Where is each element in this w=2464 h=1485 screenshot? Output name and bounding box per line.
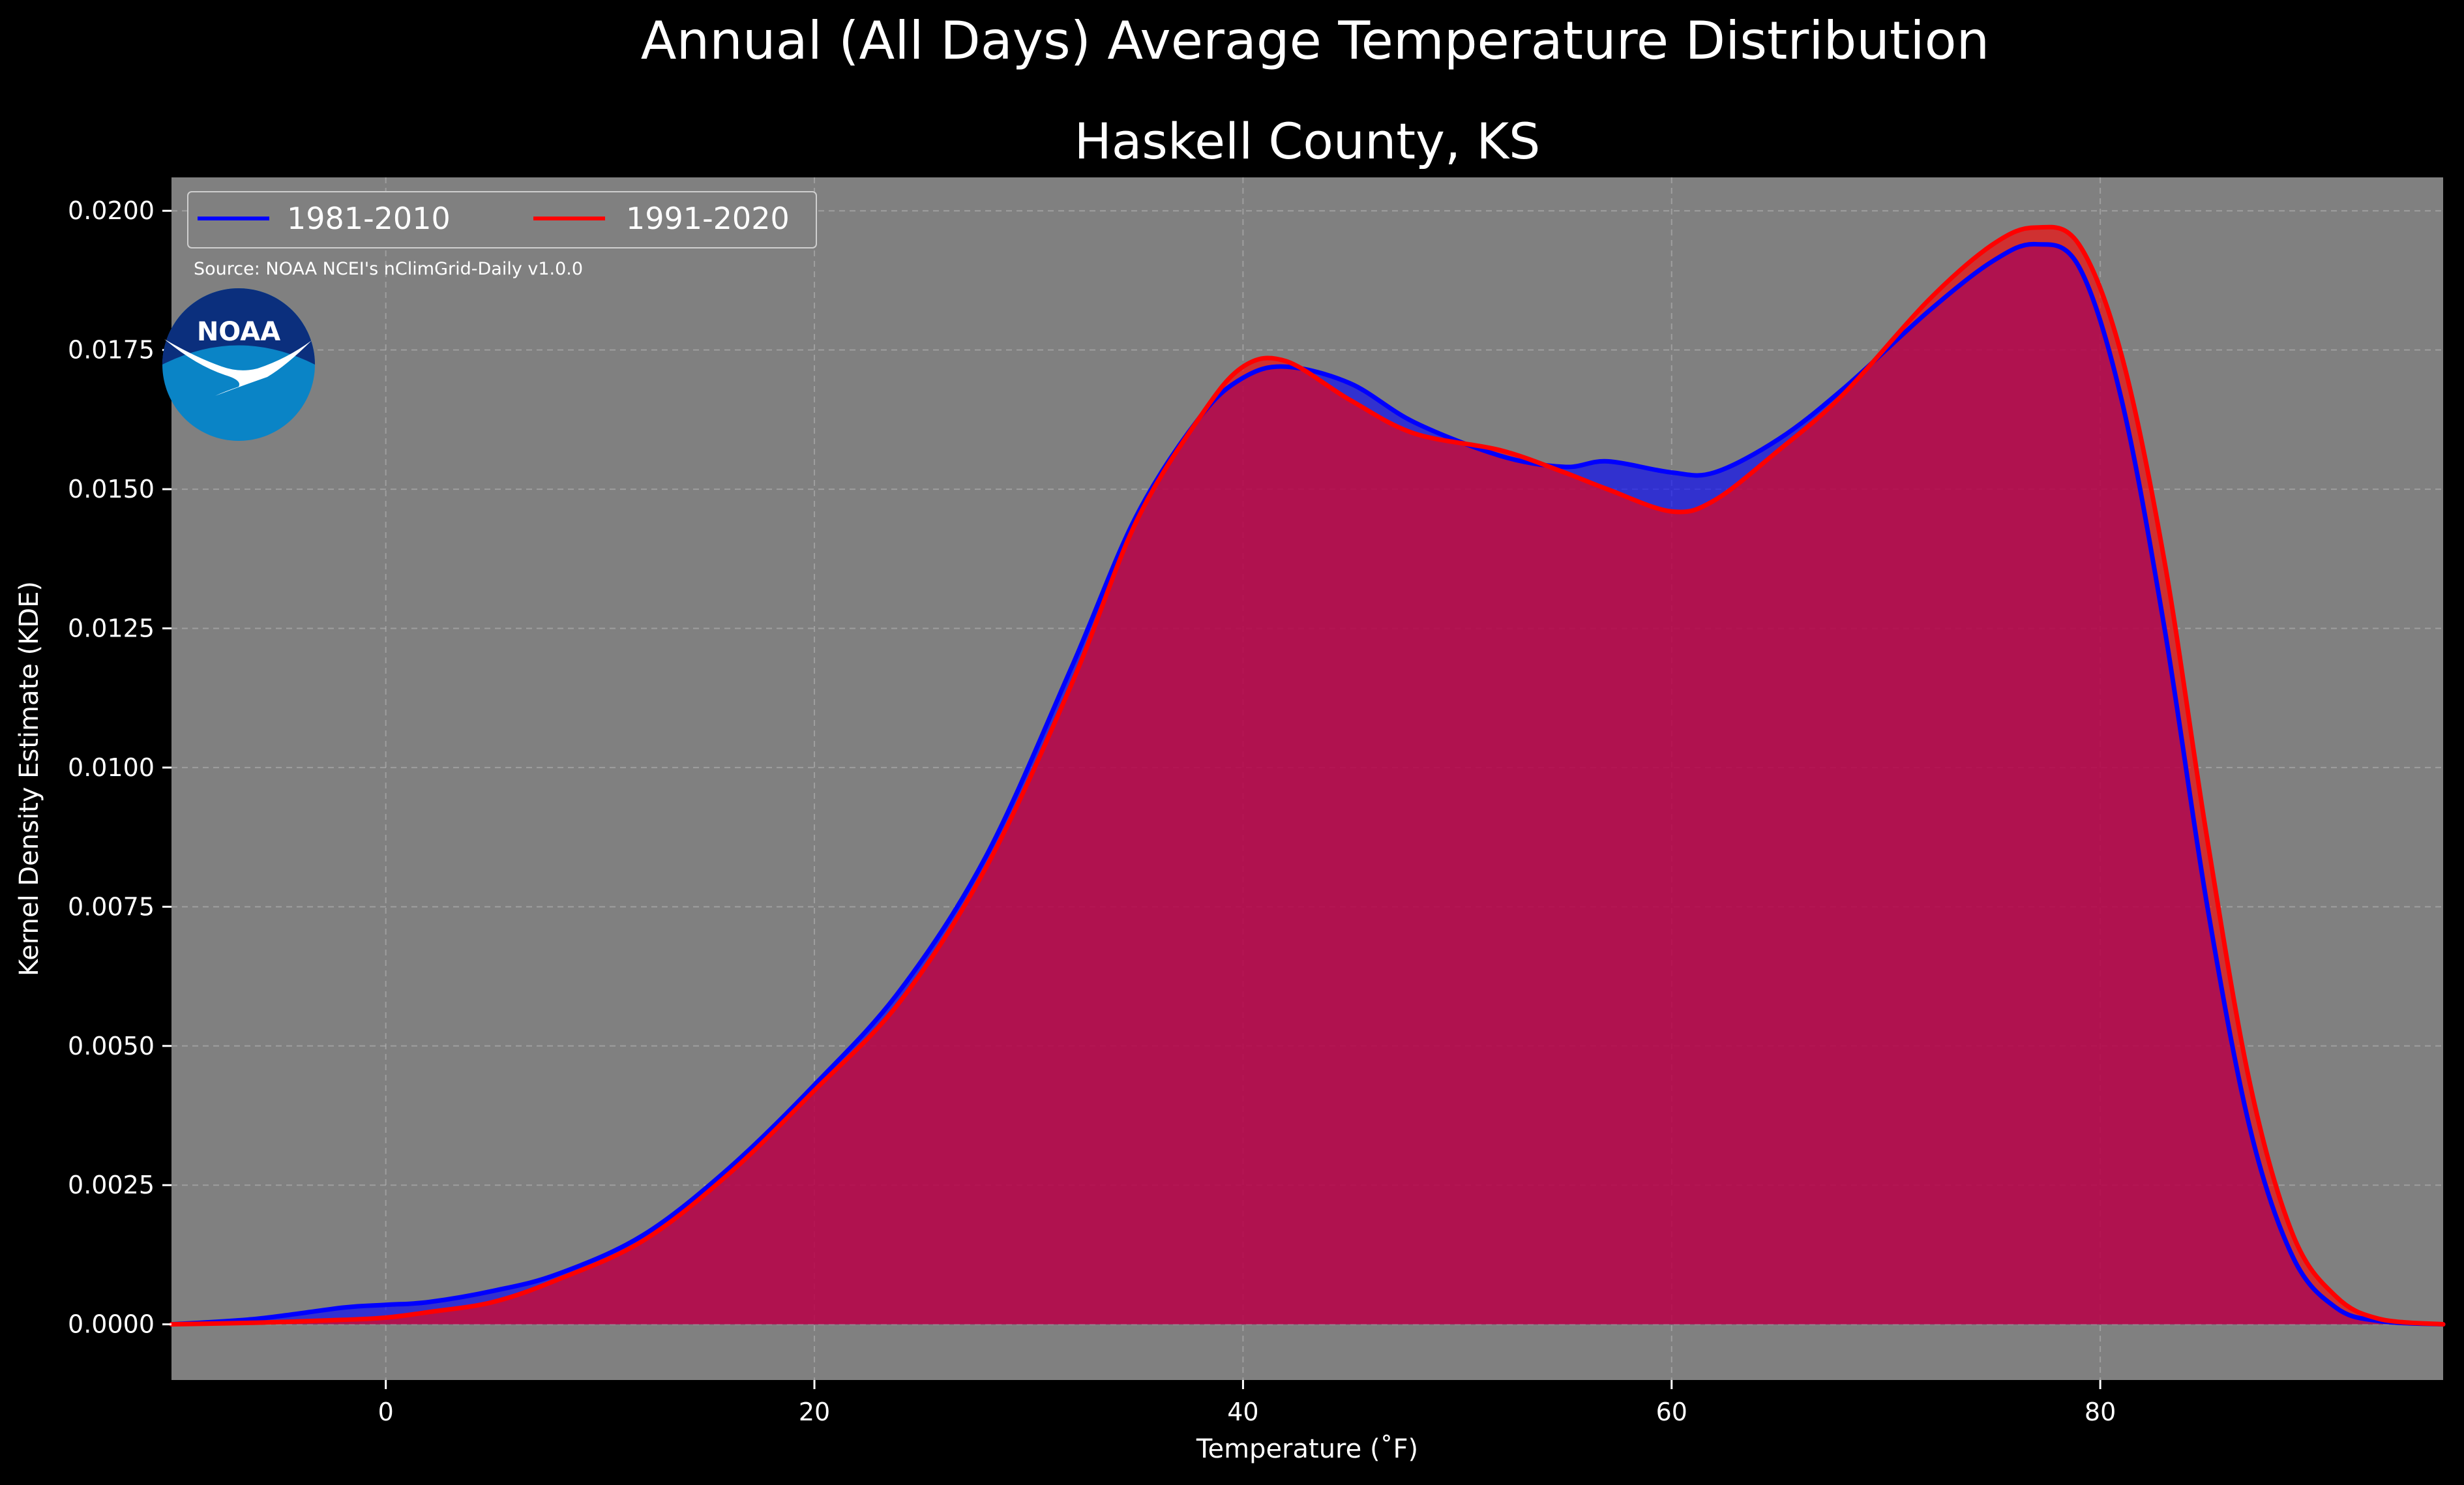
y-tick-label: 0.0050 — [68, 1032, 155, 1060]
y-tick-label: 0.0175 — [68, 336, 155, 365]
x-tick-label: 40 — [1227, 1398, 1258, 1426]
noaa-logo-upper-band — [162, 288, 315, 365]
x-tick-label: 20 — [799, 1398, 830, 1426]
chart-subtitle: Haskell County, KS — [1075, 112, 1541, 170]
y-axis-label: Kernel Density Estimate (KDE) — [14, 581, 44, 976]
y-tick-label: 0.0000 — [68, 1310, 155, 1339]
y-tick-label: 0.0100 — [68, 753, 155, 782]
chart-title: Annual (All Days) Average Temperature Di… — [641, 10, 1989, 71]
source-annotation: Source: NOAA NCEI's nClimGrid-Daily v1.0… — [194, 259, 583, 279]
y-tick-label: 0.0075 — [68, 892, 155, 921]
legend-label-1991-2020: 1991-2020 — [626, 201, 790, 236]
legend: 1981-2010 1991-2020 — [187, 191, 817, 248]
noaa-logo-text: NOAA — [197, 317, 280, 347]
density-lines — [169, 224, 2446, 1327]
legend-label-1981-2010: 1981-2010 — [287, 201, 451, 236]
x-tick-label: 0 — [378, 1398, 394, 1426]
x-tick-label: 80 — [2085, 1398, 2116, 1426]
legend-frame — [187, 191, 817, 248]
axis-ticks: 0 20 40 60 80 0.0000 0.0025 0.0050 0.0075 0.0100 0… — [68, 196, 2116, 1426]
noaa-logo: NOAA — [162, 288, 315, 441]
density-areas — [171, 227, 2443, 1325]
y-tick-label: 0.0025 — [68, 1171, 155, 1199]
x-axis-label: Temperature (˚F) — [1196, 1434, 1418, 1464]
density-line-1991-2020 — [169, 224, 2446, 1327]
density-area-1991-2020 — [171, 227, 2443, 1325]
y-tick-label: 0.0125 — [68, 614, 155, 643]
y-tick-label: 0.0200 — [68, 196, 155, 225]
y-tick-label: 0.0150 — [68, 475, 155, 503]
x-tick-label: 60 — [1656, 1398, 1687, 1426]
